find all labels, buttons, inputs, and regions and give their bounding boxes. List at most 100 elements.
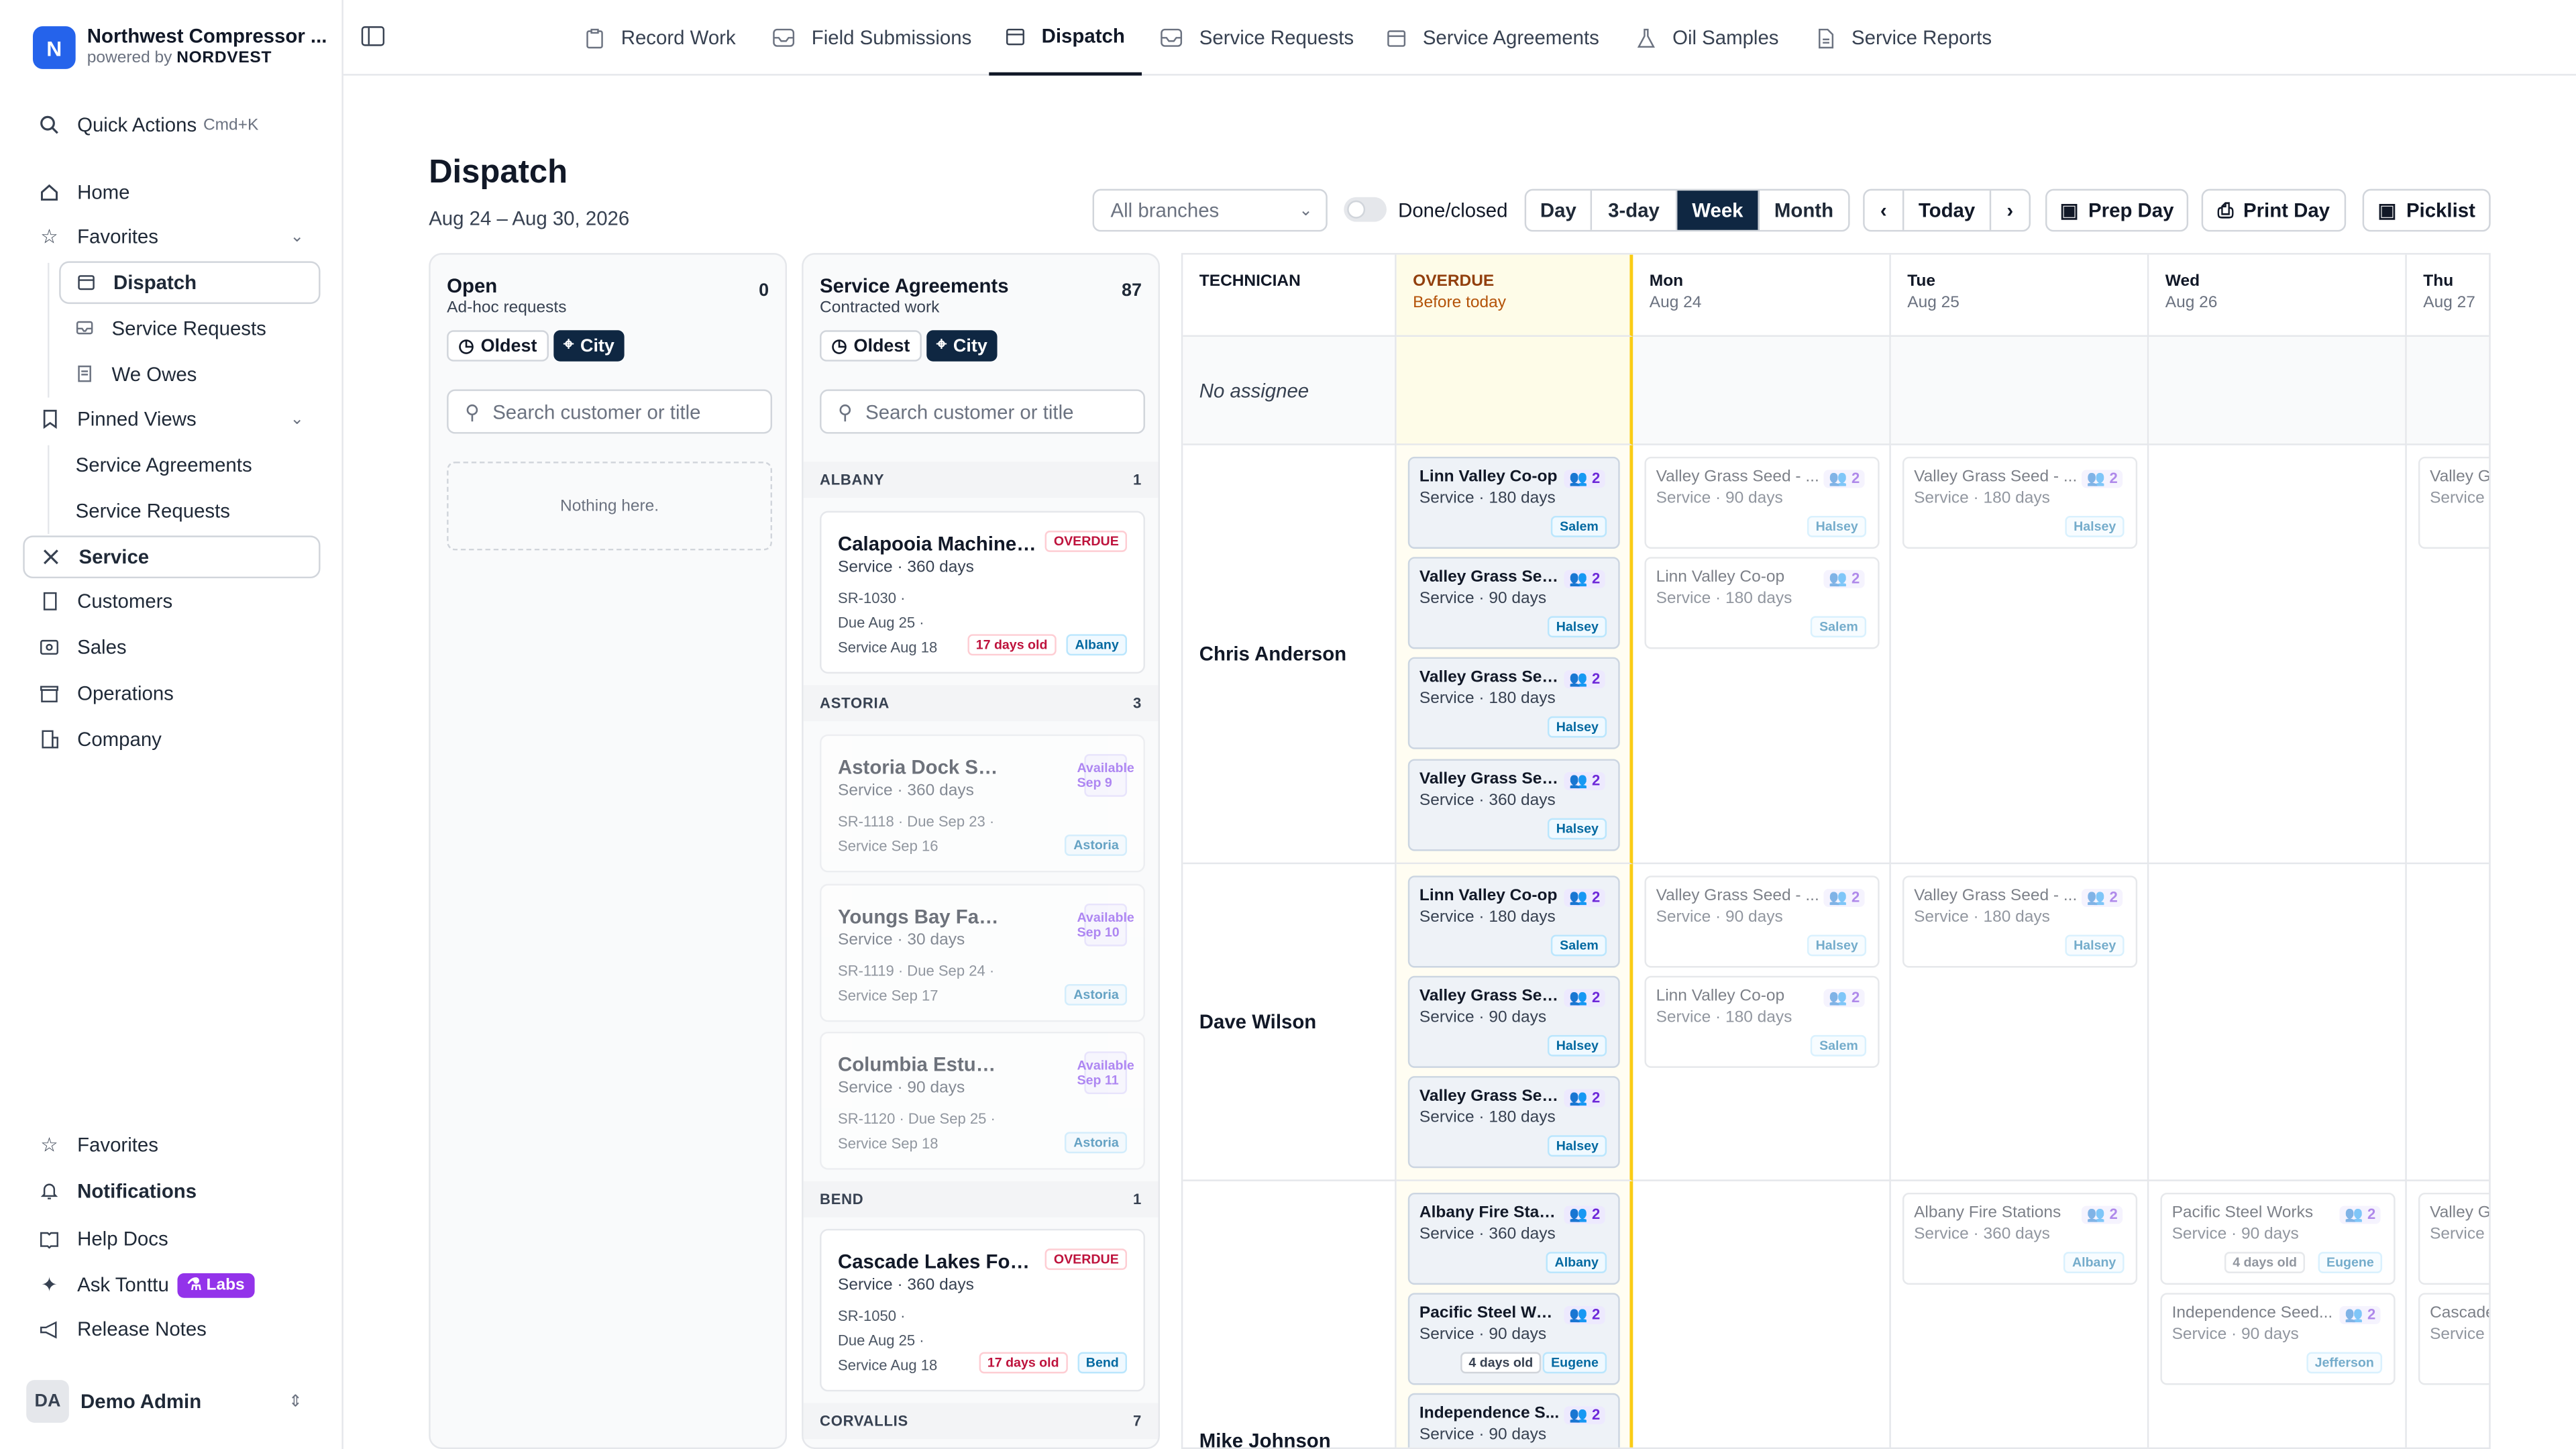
agreement-card[interactable]: Astoria Dock Ser... Service · 360 days Av… (820, 734, 1145, 873)
availability-badge: Available Sep 11 (1077, 1051, 1134, 1095)
quick-actions[interactable]: Quick Actions Cmd+K (23, 103, 320, 146)
tab-field-submissions[interactable]: Field Submissions (772, 0, 971, 76)
tab-oil-samples[interactable]: Oil Samples (1636, 0, 1779, 76)
fav-we-owes[interactable]: We Owes (59, 354, 320, 396)
release-notes[interactable]: Release Notes (23, 1307, 320, 1350)
group-city-button[interactable]: ⌖ City (553, 330, 625, 362)
group-header[interactable]: BEND 1 (803, 1181, 1159, 1218)
search-icon: ⚲ (837, 400, 853, 423)
nav-favorites[interactable]: ☆ Favorites ⌄ (23, 215, 320, 258)
group-header[interactable]: ASTORIA 3 (803, 685, 1159, 722)
nav-customers[interactable]: Customers (23, 580, 320, 623)
group-city-button[interactable]: ⌖ City (926, 330, 998, 362)
nav-service[interactable]: Service (23, 535, 321, 579)
avatar: DA (26, 1380, 69, 1423)
search-icon: ⚲ (465, 400, 480, 423)
job-card[interactable]: Pacific Steel Wor... 👥 2 Service · 90 days… (1407, 1293, 1620, 1385)
drop-cell[interactable] (2406, 337, 2489, 445)
nav-operations[interactable]: Operations (23, 672, 320, 715)
notifications[interactable]: Notifications (23, 1170, 320, 1213)
tab-dispatch[interactable]: Dispatch (989, 0, 1142, 76)
nav-sales[interactable]: Sales (23, 626, 320, 669)
sa-search-input[interactable]: ⚲ Search customer or title (820, 389, 1145, 434)
city-badge: Bend (1077, 1352, 1128, 1374)
prev-button[interactable]: ‹ (1865, 191, 1904, 230)
job-card[interactable]: Valley Grass Seed - ... 👥 2 Service · 180 … (1902, 456, 2138, 549)
agreement-card[interactable]: Cascade Lakes Foods Service · 360 days OV… (820, 1228, 1145, 1392)
nav-pinned-views[interactable]: Pinned Views ⌄ (23, 398, 320, 441)
job-card[interactable]: Pacific Steel Works 👥 2 Service · 90 days 4… (2160, 1192, 2396, 1285)
user-menu[interactable]: DA Demo Admin ⇕ (26, 1380, 322, 1423)
nav-home[interactable]: Home (23, 171, 320, 214)
job-card[interactable]: Independence S... 👥 2 Service · 90 days (1407, 1393, 1620, 1448)
branch-select[interactable]: All branches ⌄ (1092, 189, 1328, 232)
user-name: Demo Admin (80, 1389, 202, 1413)
job-card[interactable]: Valley Gr...Service · (2418, 1192, 2489, 1285)
job-card[interactable]: Valley Grass See... 👥 2 Service · 90 days H… (1407, 975, 1620, 1068)
clock-icon: ◷ (831, 337, 847, 357)
job-card[interactable]: Valley Grass See... 👥 2 Service · 180 days… (1407, 657, 1620, 749)
job-card[interactable]: Valley Grass Seed 👥 2 Service · 360 days Ha… (1407, 759, 1620, 851)
view-week[interactable]: Week (1677, 191, 1760, 230)
drop-cell[interactable] (2149, 337, 2407, 445)
job-card[interactable]: Valley Grass Seed - ... 👥 2 Service · 90 d… (1644, 875, 1880, 968)
drop-cell[interactable] (1633, 337, 1891, 445)
print-day-button[interactable]: ⎙ Print Day (2201, 189, 2347, 232)
picklist-button[interactable]: ▣ Picklist (2362, 189, 2491, 232)
job-card[interactable]: Albany Fire Stati... 👥 2 Service · 360 day… (1407, 1192, 1620, 1285)
view-day[interactable]: Day (1526, 191, 1593, 230)
fav-dispatch[interactable]: Dispatch (59, 261, 321, 305)
open-search-input[interactable]: ⚲ Search customer or title (447, 389, 773, 434)
tab-service-requests[interactable]: Service Requests (1160, 0, 1354, 76)
job-card[interactable]: Independence Seed... 👥 2 Service · 90 days… (2160, 1293, 2396, 1385)
schedule-grid: TECHNICIAN OVERDUE Before today Mon Aug 24… (1181, 253, 2491, 1449)
view-month[interactable]: Month (1774, 199, 1834, 222)
job-card[interactable]: Valley Grass Seed - ... 👥 2 Service · 90 d… (1644, 456, 1880, 549)
today-button[interactable]: Today (1918, 199, 1976, 222)
pinned-service-agreements[interactable]: Service Agreements (75, 453, 252, 477)
job-card[interactable]: Linn Valley Co-op 👥 2 Service · 180 days Sa… (1644, 557, 1880, 649)
tab-service-reports[interactable]: Service Reports (1817, 0, 1992, 76)
view-3day[interactable]: 3-day (1592, 191, 1678, 230)
job-card[interactable]: Albany Fire Stations 👥 2 Service · 360 day… (1902, 1192, 2138, 1285)
group-header[interactable]: ALBANY 1 (803, 462, 1159, 498)
job-card[interactable]: Valley Grass See... 👥 2 Service · 90 days H… (1407, 557, 1620, 649)
next-button[interactable]: › (1989, 191, 2029, 230)
agreement-card[interactable]: Calapooia Machine W... Service · 360 days… (820, 511, 1145, 674)
agreement-card[interactable]: Youngs Bay Fabr... Service · 30 days Avai… (820, 883, 1145, 1022)
drop-cell[interactable] (1396, 337, 1633, 445)
sort-oldest-button[interactable]: ◷ Oldest (447, 330, 549, 362)
job-card[interactable]: Linn Valley Co-op 👥 2 Service · 180 days Sa… (1407, 875, 1620, 968)
chevron-down-icon: ⌄ (1299, 201, 1313, 219)
pin-icon: ⌖ (936, 335, 947, 355)
chevron-down-icon: ⌄ (290, 227, 305, 246)
sa-title: Service Agreements (820, 274, 1009, 298)
bottom-favorites[interactable]: ☆ Favorites (23, 1124, 320, 1167)
sa-subtitle: Contracted work (820, 299, 940, 317)
ask-tonttu[interactable]: ✦ Ask Tonttu ⚗ Labs (23, 1263, 320, 1306)
tab-service-agreements[interactable]: Service Agreements (1387, 0, 1599, 76)
pinned-service-requests[interactable]: Service Requests (75, 499, 230, 523)
city-badge: Astoria (1065, 1132, 1128, 1154)
inbox-icon (772, 28, 795, 48)
day-header: Mon Aug 24 (1633, 254, 1891, 337)
day-header: Thu Aug 27 (2406, 255, 2489, 337)
tab-record-work[interactable]: Record Work (585, 0, 736, 76)
fav-service-requests[interactable]: Service Requests (59, 307, 320, 350)
job-card[interactable]: Linn Valley Co-op 👥 2 Service · 180 days Sa… (1644, 975, 1880, 1068)
sort-oldest-button[interactable]: ◷ Oldest (820, 330, 922, 362)
job-card[interactable]: Valley Grass Seed - ... 👥 2 Service · 180 … (1902, 875, 2138, 968)
job-card[interactable]: Valley Gr...Service · (2418, 456, 2489, 549)
help-docs[interactable]: Help Docs (23, 1218, 320, 1260)
nav-company[interactable]: Company (23, 718, 320, 761)
sidebar-toggle-icon[interactable] (361, 26, 385, 46)
done-closed-toggle[interactable] (1344, 197, 1387, 222)
drop-cell[interactable] (1890, 337, 2149, 445)
org-switcher[interactable]: N Northwest Compressor ... powered by NO… (32, 25, 327, 69)
prep-day-button[interactable]: ▣ Prep Day (2045, 189, 2189, 232)
agreement-card[interactable]: Columbia Estuar... Service · 90 days Avai… (820, 1031, 1145, 1170)
group-header[interactable]: CORVALLIS 7 (803, 1403, 1159, 1440)
job-card[interactable]: Linn Valley Co-op 👥 2 Service · 180 days Sa… (1407, 456, 1620, 549)
job-card[interactable]: Cascade...Service · (2418, 1293, 2489, 1385)
job-card[interactable]: Valley Grass See... 👥 2 Service · 180 days… (1407, 1076, 1620, 1169)
